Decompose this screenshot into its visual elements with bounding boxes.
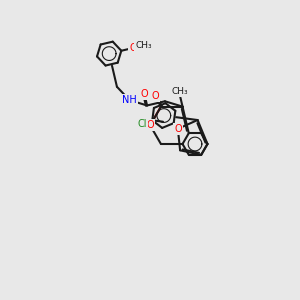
Text: NH: NH (122, 95, 137, 105)
Text: O: O (146, 120, 154, 130)
Text: O: O (129, 43, 137, 53)
Text: CH₃: CH₃ (135, 41, 152, 50)
Text: O: O (174, 124, 182, 134)
Text: O: O (141, 89, 148, 99)
Text: CH₃: CH₃ (171, 87, 188, 96)
Text: O: O (151, 91, 159, 101)
Text: Cl: Cl (137, 119, 147, 129)
